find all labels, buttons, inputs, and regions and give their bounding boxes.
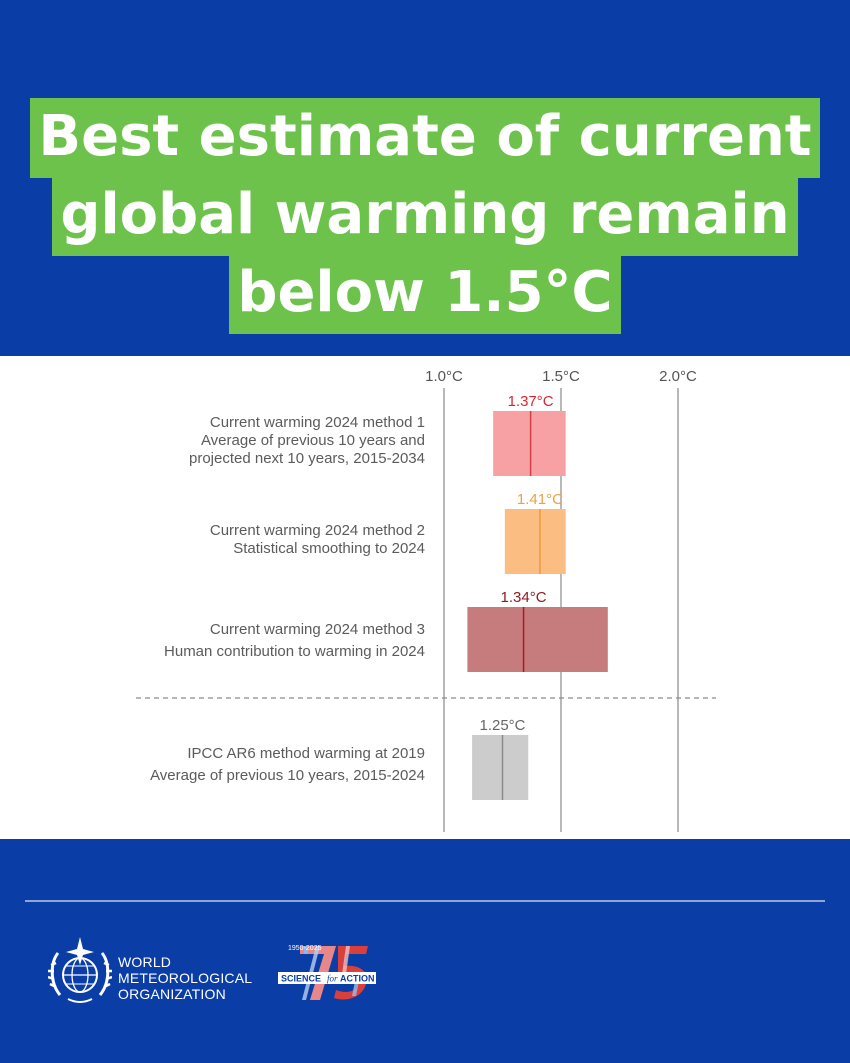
slogan-science: SCIENCE — [281, 974, 321, 984]
row-label-line: Current warming 2024 method 2 — [209, 522, 425, 539]
row-label-line: Current warming 2024 method 3 — [209, 621, 425, 638]
range-bar — [493, 411, 566, 476]
row-label-line: Average of previous 10 years and — [200, 432, 425, 449]
range-bar — [467, 607, 608, 672]
wmo-wordmark: WORLD METEOROLOGICAL ORGANIZATION — [118, 954, 252, 1002]
row-label-line: Current warming 2024 method 1 — [209, 414, 425, 431]
row-label-line: Statistical smoothing to 2024 — [233, 540, 425, 557]
range-bar — [472, 735, 529, 800]
data-label: 1.34°C — [501, 589, 547, 606]
title-line-2: global warming remain — [52, 176, 798, 256]
range-bar — [504, 509, 566, 574]
header-banner: Best estimate of current global warming … — [0, 0, 850, 356]
slogan-for: for — [327, 974, 338, 984]
row-label-ipcc: IPCC AR6 method warming at 2019 Average … — [150, 745, 425, 785]
data-label: 1.25°C — [479, 717, 525, 734]
row-label-line: IPCC AR6 method warming at 2019 — [187, 745, 425, 762]
wmo-wordmark-line: METEOROLOGICAL — [118, 970, 253, 986]
x-tick-label: 2.0°C — [659, 368, 697, 385]
warming-chart: 1.0°C 1.5°C 2.0°C 1.37°C 1.41°C 1.34°C 1.25°C — [136, 368, 716, 832]
data-label: 1.41°C — [517, 491, 563, 508]
row-label-line: Human contribution to warming in 2024 — [164, 643, 425, 660]
wmo-emblem-icon — [48, 937, 112, 1003]
row-label-method-3: Current warming 2024 method 3 Human cont… — [164, 621, 425, 661]
row-label-line: projected next 10 years, 2015-2034 — [189, 450, 425, 467]
slogan-action: ACTION — [340, 974, 375, 984]
wmo-wordmark-line: ORGANIZATION — [118, 986, 226, 1002]
row-label-line: Average of previous 10 years, 2015-2024 — [150, 767, 425, 784]
x-tick-label: 1.5°C — [542, 368, 580, 385]
page-title: Best estimate of current global warming … — [0, 98, 850, 334]
title-line-1: Best estimate of current — [30, 98, 820, 178]
title-line-3: below 1.5°C — [229, 254, 621, 334]
row-label-method-2: Current warming 2024 method 2 Statistica… — [210, 522, 425, 558]
wmo-wordmark-line: WORLD — [118, 954, 172, 970]
row-label-method-1: Current warming 2024 method 1 Average of… — [189, 414, 425, 468]
data-label: 1.37°C — [508, 393, 554, 410]
75-anniversary-logo: 1950-2025 SCIENCE for ACTION 75 — [278, 945, 376, 1000]
x-tick-label: 1.0°C — [425, 368, 463, 385]
chart-panel: 1.0°C 1.5°C 2.0°C 1.37°C 1.41°C 1.34°C 1.25°C … — [0, 356, 850, 839]
footer-divider — [25, 900, 825, 902]
anniversary-years: 1950-2025 — [288, 945, 322, 952]
